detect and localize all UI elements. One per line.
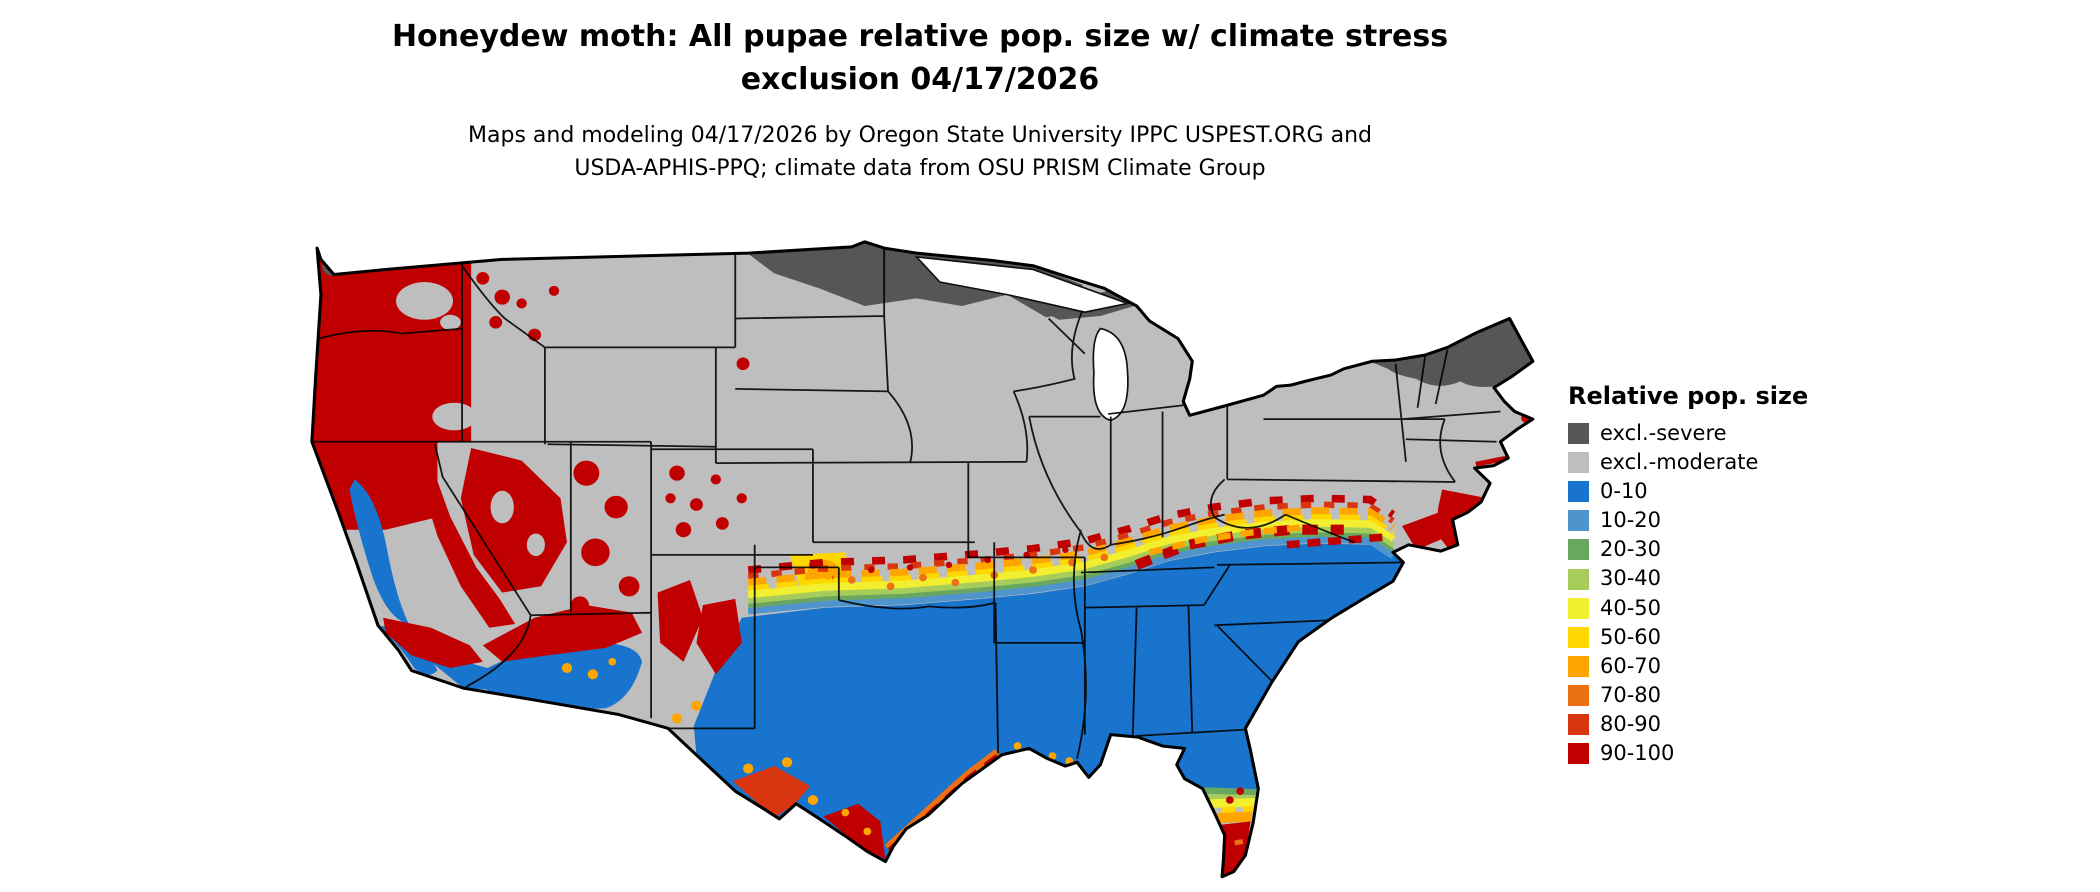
figure-subtitle: Maps and modeling 04/17/2026 by Oregon S… xyxy=(0,119,1840,185)
us-outline xyxy=(310,240,1535,879)
legend-label: 90-100 xyxy=(1600,741,1675,766)
lake-superior xyxy=(914,255,1131,314)
legend-swatch xyxy=(1568,597,1589,619)
legend-swatch xyxy=(1568,539,1589,561)
figure-title-line2: exclusion 04/17/2026 xyxy=(740,61,1100,97)
figure-subtitle-line1: Maps and modeling 04/17/2026 by Oregon S… xyxy=(468,123,1372,149)
legend-label: 10-20 xyxy=(1600,508,1662,533)
legend-label: 20-30 xyxy=(1600,537,1662,562)
legend-item: 60-70 xyxy=(1568,653,1808,678)
legend-item: excl.-severe xyxy=(1568,421,1808,445)
legend-title: Relative pop. size xyxy=(1568,382,1809,410)
figure-subtitle-line2: USDA-APHIS-PPQ; climate data from OSU PR… xyxy=(574,156,1266,182)
region-midwest-speckles xyxy=(847,546,1109,591)
legend-item: excl.-moderate xyxy=(1568,450,1808,475)
legend-items: excl.-severe excl.-moderate 0-10 10-20 20-30… xyxy=(1568,421,1808,766)
legend-item: 40-50 xyxy=(1568,595,1808,620)
legend-label: excl.-moderate xyxy=(1600,450,1759,475)
legend-swatch xyxy=(1568,423,1589,445)
legend-label: 0-10 xyxy=(1600,479,1648,504)
legend-item: 50-60 xyxy=(1568,624,1808,649)
region-excl-moderate-patches xyxy=(396,282,545,557)
legend-item: 70-80 xyxy=(1568,682,1808,707)
legend-label: 70-80 xyxy=(1600,682,1662,707)
us-map xyxy=(308,228,1538,888)
legend-label: 50-60 xyxy=(1600,624,1662,649)
legend-item: 90-100 xyxy=(1568,741,1808,766)
legend-swatch xyxy=(1568,568,1589,590)
legend-label: 60-70 xyxy=(1600,653,1662,678)
figure-header: Honeydew moth: All pupae relative pop. s… xyxy=(0,16,1840,185)
legend-swatch xyxy=(1568,655,1589,677)
legend-swatch xyxy=(1568,481,1589,503)
legend-swatch xyxy=(1568,452,1589,474)
legend-swatch xyxy=(1568,713,1589,735)
legend: Relative pop. size excl.-severe excl.-mod… xyxy=(1568,382,1808,771)
legend-swatch xyxy=(1568,743,1589,765)
region-high-southwest xyxy=(383,552,1074,859)
state-borders xyxy=(311,248,1501,759)
legend-item: 30-40 xyxy=(1568,567,1808,590)
region-transition-band xyxy=(748,498,1393,611)
legend-swatch xyxy=(1568,510,1589,532)
figure-title: Honeydew moth: All pupae relative pop. s… xyxy=(0,16,1840,101)
legend-label: excl.-severe xyxy=(1600,421,1727,445)
legend-item: 80-90 xyxy=(1568,711,1808,736)
legend-label: 40-50 xyxy=(1600,595,1662,620)
legend-label: 80-90 xyxy=(1600,711,1662,736)
legend-item: 0-10 xyxy=(1568,480,1808,503)
legend-item: 20-30 xyxy=(1568,538,1808,561)
legend-label: 30-40 xyxy=(1600,566,1662,591)
legend-swatch xyxy=(1568,626,1589,648)
us-map-svg xyxy=(310,240,1535,879)
legend-swatch xyxy=(1568,684,1589,706)
legend-item: 10-20 xyxy=(1568,509,1808,532)
figure-title-line1: Honeydew moth: All pupae relative pop. s… xyxy=(391,19,1449,54)
